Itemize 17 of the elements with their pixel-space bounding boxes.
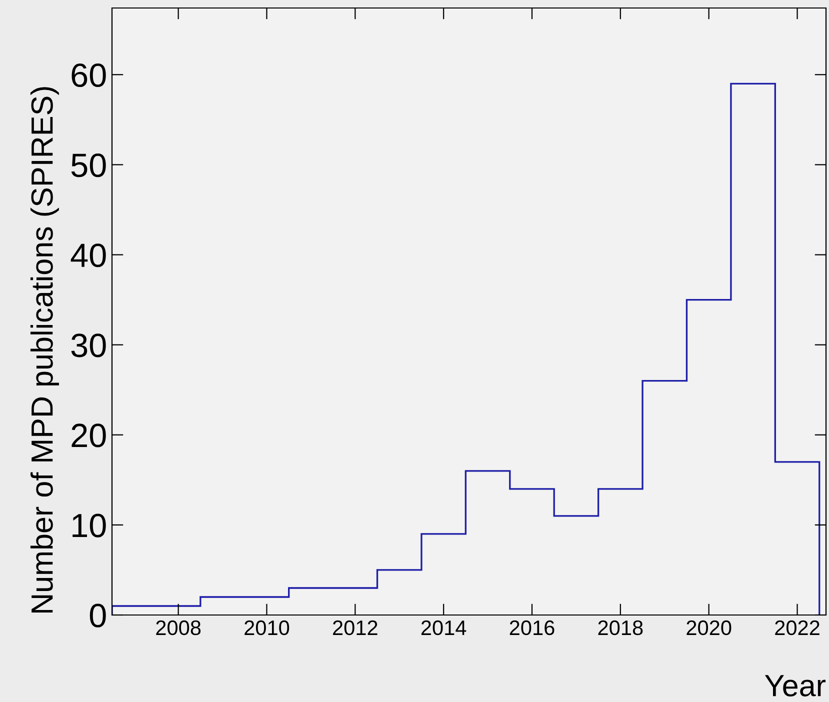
y-axis-title: Number of MPD publications (SPIRES) [30,87,59,612]
y-tick-label: 40 [70,244,106,268]
y-tick-label: 60 [72,63,106,88]
x-tick-label: 2008 [156,620,201,636]
y-tick-label: 0 [90,604,106,628]
x-tick-label: 2012 [333,620,378,636]
y-tick-label: 50 [71,154,106,178]
y-tick-label: 30 [71,334,106,358]
y-tick-label: 10 [72,514,106,538]
x-tick-label: 2018 [598,620,643,636]
x-tick-label: 2016 [510,620,554,636]
x-axis-title: Year [764,675,826,696]
x-tick-label: 2014 [421,620,466,636]
x-tick-label: 2010 [244,620,290,636]
x-tick-label: 2022 [775,620,820,636]
x-tick-label: 2020 [686,620,732,636]
y-tick-label: 20 [72,424,106,448]
